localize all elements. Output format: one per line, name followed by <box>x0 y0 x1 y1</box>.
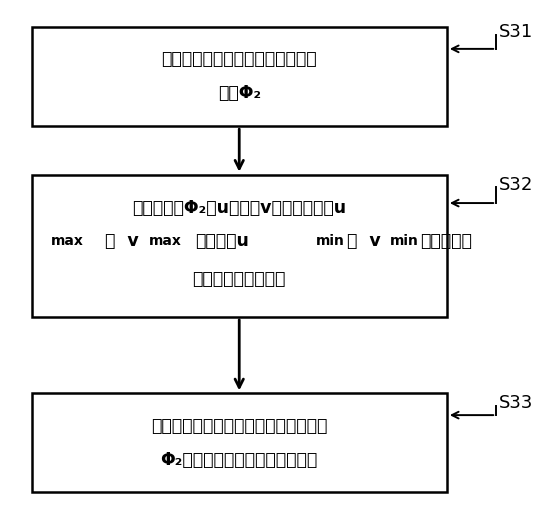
Text: 撞域Φ₂: 撞域Φ₂ <box>218 84 261 102</box>
Text: 、  v: 、 v <box>105 232 139 250</box>
FancyBboxPatch shape <box>32 393 447 493</box>
Text: ，构造曲面: ，构造曲面 <box>420 232 472 250</box>
Text: 与最小值u: 与最小值u <box>195 232 249 250</box>
Text: min: min <box>390 234 418 248</box>
Text: 包围盒的四叉树结构: 包围盒的四叉树结构 <box>193 270 286 288</box>
Text: min: min <box>316 234 345 248</box>
Text: 在四叉树中划分出子区域，搜索碰撞域: 在四叉树中划分出子区域，搜索碰撞域 <box>151 417 327 435</box>
Text: S33: S33 <box>499 394 533 413</box>
Text: Φ₂中的干涉激光束及干涉点位置: Φ₂中的干涉激光束及干涉点位置 <box>160 451 318 469</box>
Text: 选取激光与零件发生碰撞得到的碰: 选取激光与零件发生碰撞得到的碰 <box>162 50 317 68</box>
Text: S31: S31 <box>499 23 533 41</box>
Text: max: max <box>149 234 182 248</box>
Text: S32: S32 <box>499 176 533 194</box>
FancyBboxPatch shape <box>32 27 447 126</box>
FancyBboxPatch shape <box>32 175 447 317</box>
Text: 计算碰撞域Φ₂在u方向、v方向的最大値u: 计算碰撞域Φ₂在u方向、v方向的最大値u <box>132 199 346 217</box>
Text: max: max <box>51 234 83 248</box>
Text: 、  v: 、 v <box>347 232 381 250</box>
